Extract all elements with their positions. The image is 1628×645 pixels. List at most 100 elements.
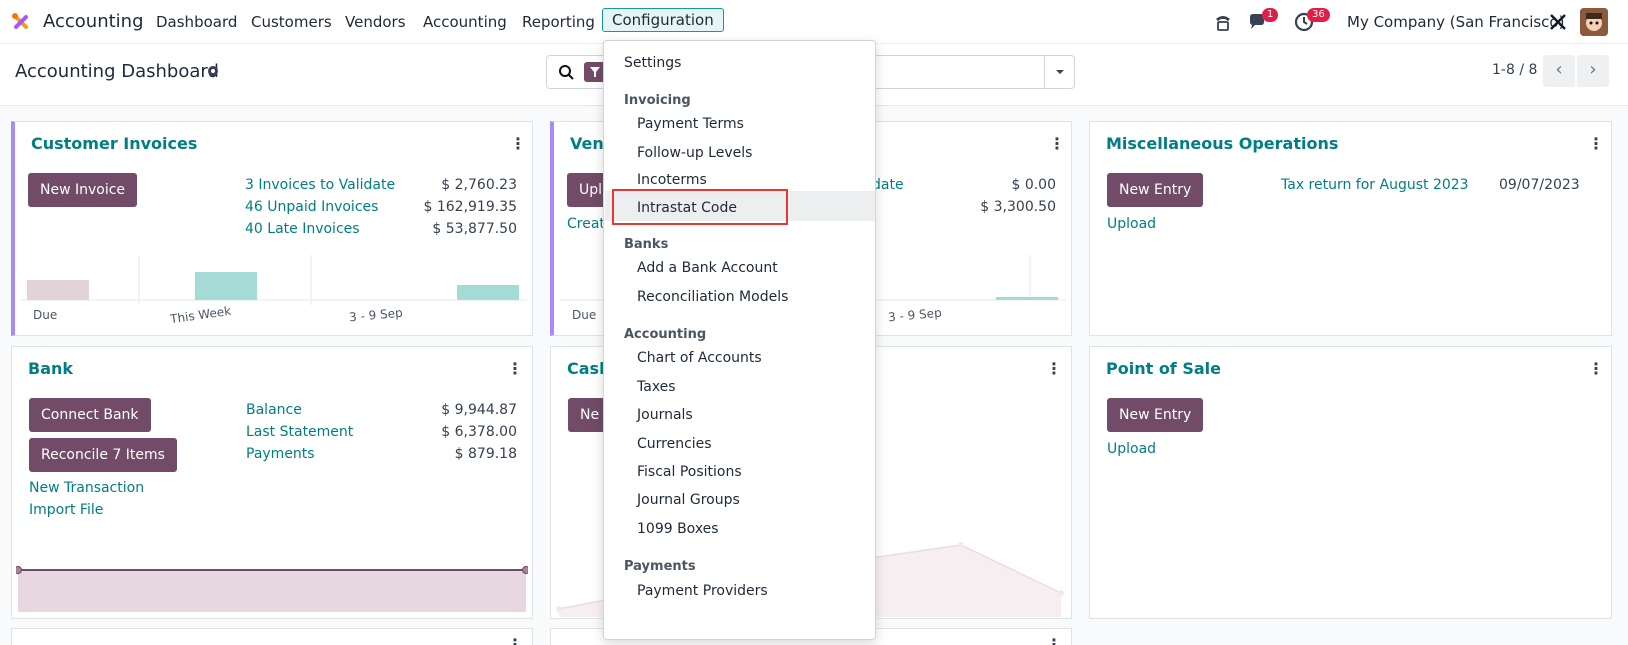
section-header-banks: Banks: [624, 237, 669, 252]
menu-item-payment-terms[interactable]: Payment Terms: [637, 116, 744, 132]
connect-bank-button[interactable]: Connect Bank: [29, 398, 151, 432]
hover-highlight: [605, 191, 875, 221]
card-title[interactable]: Bank: [28, 359, 74, 378]
create-link[interactable]: Creat: [567, 216, 605, 232]
menu-vendors[interactable]: Vendors: [345, 13, 406, 31]
amount: $ 53,877.50: [432, 221, 517, 237]
company-switcher[interactable]: My Company (San Francisco): [1347, 13, 1565, 31]
balance-link[interactable]: Balance: [246, 402, 302, 418]
axis-label-due: Due: [572, 308, 597, 322]
amount: $ 879.18: [454, 446, 517, 462]
bar-this-week: [195, 272, 257, 300]
section-header-invoicing: Invoicing: [624, 93, 691, 108]
new-transaction-link[interactable]: New Transaction: [29, 480, 145, 496]
menu-item-payment-providers[interactable]: Payment Providers: [637, 583, 768, 599]
balance-point: [16, 566, 22, 574]
amount: $ 6,378.00: [441, 424, 517, 440]
pager-value[interactable]: 1-8 / 8: [1492, 62, 1538, 78]
caret-down-icon: [1056, 70, 1064, 74]
menu-item-journal-groups[interactable]: Journal Groups: [637, 492, 740, 508]
accounting-app-icon[interactable]: [10, 11, 32, 33]
menu-item-incoterms[interactable]: Incoterms: [637, 172, 707, 188]
last-statement-link[interactable]: Last Statement: [246, 424, 354, 440]
cash-point: [1058, 590, 1064, 596]
menu-item-fiscal-positions[interactable]: Fiscal Positions: [637, 464, 742, 480]
menu-item-add-bank-account[interactable]: Add a Bank Account: [637, 260, 778, 276]
cash-point: [556, 606, 562, 612]
menu-item-currencies[interactable]: Currencies: [637, 436, 712, 452]
payments-link[interactable]: Payments: [246, 446, 315, 462]
filter-facet[interactable]: [584, 62, 606, 82]
kebab-menu-icon[interactable]: ⋮: [1588, 359, 1604, 378]
bar-3-9-sep: [457, 285, 519, 300]
bank-balance-graph: [16, 566, 528, 612]
menu-item-follow-up-levels[interactable]: Follow-up Levels: [637, 145, 753, 161]
pager-previous-button[interactable]: ‹: [1543, 55, 1575, 87]
menu-configuration[interactable]: Configuration: [602, 8, 724, 32]
new-invoice-button[interactable]: New Invoice: [28, 173, 138, 207]
late-invoices-link[interactable]: 40 Late Invoices: [245, 221, 360, 237]
card-title[interactable]: Miscellaneous Operations: [1106, 134, 1339, 153]
menu-customers[interactable]: Customers: [251, 13, 332, 31]
kebab-menu-icon[interactable]: ⋮: [1046, 635, 1062, 645]
amount: $ 3,300.50: [980, 199, 1056, 215]
bills-to-validate-link[interactable]: date: [872, 177, 904, 193]
invoices-to-validate-link[interactable]: 3 Invoices to Validate: [245, 177, 396, 193]
search-dropdown-toggle[interactable]: [1044, 56, 1074, 88]
amount: $ 2,760.23: [441, 177, 517, 193]
section-header-payments: Payments: [624, 559, 696, 574]
filter-icon: [590, 67, 600, 77]
unpaid-invoices-link[interactable]: 46 Unpaid Invoices: [245, 199, 379, 215]
menu-dashboard[interactable]: Dashboard: [156, 13, 238, 31]
annotation-highlight-box: [612, 189, 788, 225]
kebab-menu-icon[interactable]: ⋮: [507, 635, 523, 645]
bar-due: [27, 280, 89, 300]
upload-link[interactable]: Upload: [1107, 441, 1157, 457]
cash-point: [958, 542, 964, 548]
customer-invoices-card: Customer Invoices ⋮ New Invoice 3 Invoic…: [11, 121, 533, 336]
kebab-menu-icon[interactable]: ⋮: [1046, 359, 1062, 378]
chevron-left-icon: ‹: [1555, 59, 1563, 80]
kebab-menu-icon[interactable]: ⋮: [1588, 134, 1604, 153]
bar-3-9-sep: [996, 297, 1058, 300]
pager-next-button[interactable]: ›: [1577, 55, 1609, 87]
menu-accounting[interactable]: Accounting: [423, 13, 507, 31]
kebab-menu-icon[interactable]: ⋮: [1049, 134, 1065, 153]
user-avatar[interactable]: [1580, 8, 1608, 36]
gear-icon[interactable]: [206, 64, 220, 78]
clock-icon[interactable]: [1293, 11, 1315, 33]
messages-icon[interactable]: [1247, 11, 1269, 33]
amount: $ 9,944.87: [441, 402, 517, 418]
menu-item-reconciliation-models[interactable]: Reconciliation Models: [637, 289, 789, 305]
page-title: Accounting Dashboard: [15, 61, 219, 82]
import-file-link[interactable]: Import File: [29, 502, 104, 518]
kebab-menu-icon[interactable]: ⋮: [507, 359, 523, 378]
configuration-dropdown-menu: Settings Invoicing Payment Terms Follow-…: [603, 40, 876, 640]
menu-item-journals[interactable]: Journals: [637, 407, 693, 423]
partial-card: ⋮: [11, 628, 533, 645]
menu-item-settings[interactable]: Settings: [624, 55, 682, 71]
new-entry-button[interactable]: New Entry: [1107, 173, 1204, 207]
card-title[interactable]: Point of Sale: [1106, 359, 1221, 378]
axis-label-due: Due: [33, 308, 58, 322]
tax-return-link[interactable]: Tax return for August 2023: [1281, 177, 1469, 193]
menu-item-chart-of-accounts[interactable]: Chart of Accounts: [637, 350, 762, 366]
search-icon: [559, 65, 574, 80]
menu-item-taxes[interactable]: Taxes: [637, 379, 676, 395]
upload-link[interactable]: Upload: [1107, 216, 1157, 232]
balance-point: [522, 566, 528, 574]
card-title[interactable]: Cash: [567, 359, 611, 378]
tools-icon[interactable]: [1547, 11, 1569, 33]
invoices-bar-graph: [21, 255, 527, 305]
menu-reporting[interactable]: Reporting: [522, 13, 595, 31]
menu-item-1099-boxes[interactable]: 1099 Boxes: [637, 521, 719, 537]
app-name[interactable]: Accounting: [43, 11, 144, 32]
new-entry-button[interactable]: New Entry: [1107, 398, 1204, 432]
menu-item-intrastat-code[interactable]: Intrastat Code: [637, 200, 737, 216]
kebab-menu-icon[interactable]: ⋮: [510, 134, 526, 153]
card-title[interactable]: Customer Invoices: [31, 134, 198, 153]
amount: $ 162,919.35: [423, 199, 517, 215]
phone-icon[interactable]: [1212, 11, 1234, 33]
section-header-accounting: Accounting: [624, 327, 707, 342]
reconcile-items-button[interactable]: Reconcile 7 Items: [29, 438, 177, 472]
